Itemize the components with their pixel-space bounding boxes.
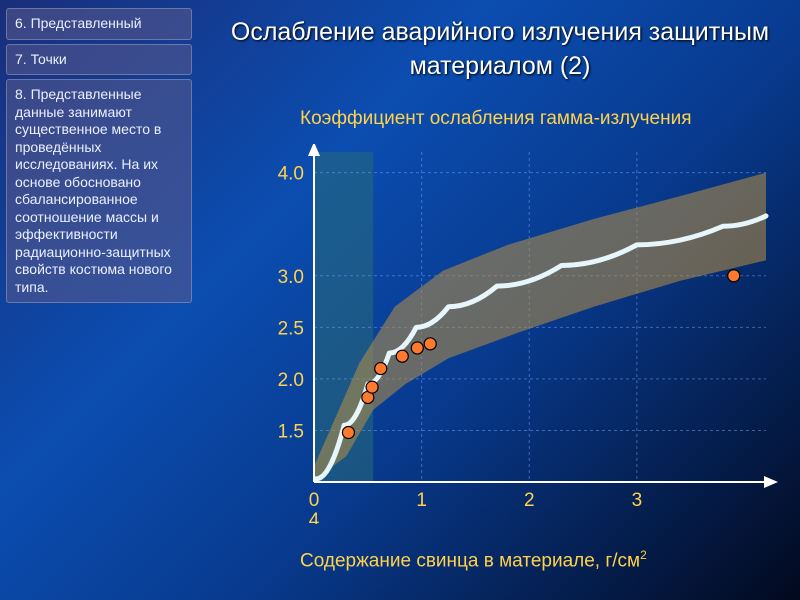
sidebar: 6. Представленный 7. Точки 8. Представле… (6, 8, 192, 307)
x-axis-label: Содержание свинца в материале, г/см2 (300, 548, 647, 572)
attenuation-chart: 1.5 2.0 2.5 3.0 4.0 0 1 2 3 4 (254, 144, 784, 524)
svg-text:0: 0 (309, 490, 320, 511)
sidebar-item-8: 8. Представленные данные занимают сущест… (6, 79, 192, 303)
slide-title: Ослабление аварийного излучения защитным… (220, 16, 780, 84)
svg-text:2.0: 2.0 (278, 370, 304, 391)
svg-text:4: 4 (309, 510, 320, 524)
svg-text:1: 1 (416, 490, 427, 511)
svg-text:4.0: 4.0 (278, 164, 304, 185)
svg-text:3.0: 3.0 (278, 267, 304, 288)
sidebar-item-7: 7. Точки (6, 44, 192, 76)
svg-text:2.5: 2.5 (278, 318, 304, 339)
sidebar-item-6: 6. Представленный (6, 8, 192, 40)
svg-text:3: 3 (632, 490, 643, 511)
svg-text:1.5: 1.5 (278, 421, 304, 442)
chart-subtitle: Коэффициент ослабления гамма-излучения (300, 108, 691, 130)
svg-text:2: 2 (524, 490, 535, 511)
